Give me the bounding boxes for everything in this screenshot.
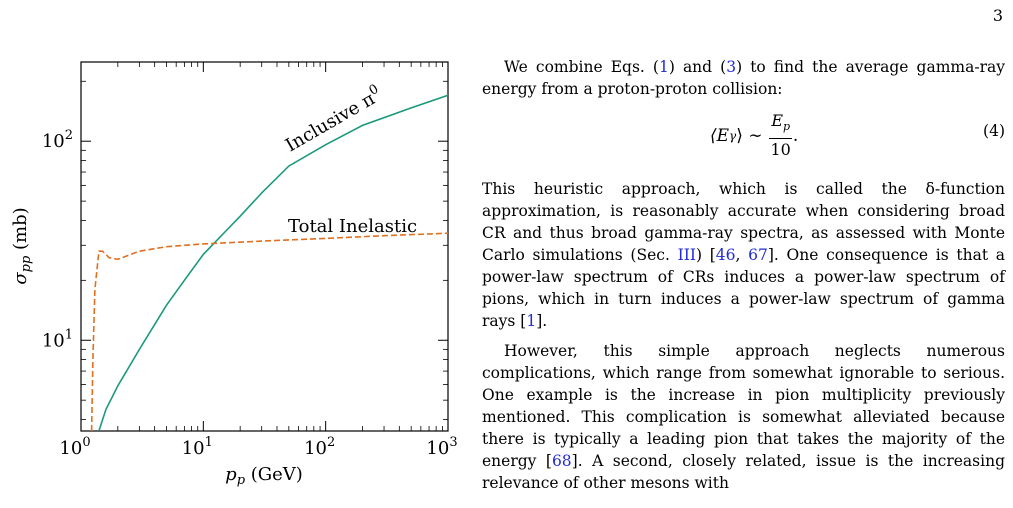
y-tick-label: 101 — [42, 327, 73, 351]
minor-ticks — [81, 62, 448, 431]
cross-section-figure: 100 101 102 103 101 102 Inclusive π0 Total I… — [10, 61, 458, 488]
text-column: We combine Eqs. (1) and (3) to find the … — [482, 56, 1005, 494]
equation-expression: ⟨E γ ⟩ ∼ Ep 10 . — [710, 111, 799, 160]
y-axis-label: σpp (mb) — [10, 207, 34, 284]
paragraph-2: This heuristic approach, which is called… — [482, 180, 1006, 330]
total-inelastic-label: Total Inelastic — [288, 216, 417, 237]
x-tick-labels: 100 101 102 103 — [59, 435, 457, 459]
paragraph-3: However, this simple approach neglects n… — [482, 342, 1005, 492]
equation-ref-1-link[interactable]: 1 — [658, 58, 669, 76]
total-inelastic-curve — [90, 232, 448, 431]
x-tick-label: 103 — [426, 435, 457, 459]
page-number: 3 — [992, 6, 1003, 25]
x-tick-label: 100 — [59, 435, 90, 459]
citation-68-link[interactable]: 68 — [551, 452, 572, 470]
equation-4: ⟨E γ ⟩ ∼ Ep 10 . (4) — [482, 104, 1005, 170]
paragraph-1: We combine Eqs. (1) and (3) to find the … — [482, 58, 1005, 98]
equation-fraction: Ep 10 — [769, 111, 793, 160]
inclusive-pi0-curve — [98, 94, 448, 431]
x-tick-label: 101 — [182, 435, 213, 459]
x-tick-label: 102 — [304, 435, 335, 459]
equation-number: (4) — [983, 122, 1005, 140]
plot-frame — [80, 61, 449, 432]
citation-1-link[interactable]: 1 — [526, 312, 537, 330]
x-axis-label: pp (GeV) — [225, 464, 303, 488]
major-ticks — [80, 62, 449, 431]
inclusive-pi0-label: Inclusive π0 — [281, 82, 386, 157]
citation-67-link[interactable]: 67 — [748, 246, 768, 264]
section-ref-link[interactable]: III — [677, 246, 696, 264]
y-tick-label: 102 — [42, 128, 73, 152]
citation-46-link[interactable]: 46 — [715, 246, 736, 264]
y-tick-labels: 101 102 — [42, 128, 73, 351]
equation-ref-3-link[interactable]: 3 — [726, 58, 737, 76]
